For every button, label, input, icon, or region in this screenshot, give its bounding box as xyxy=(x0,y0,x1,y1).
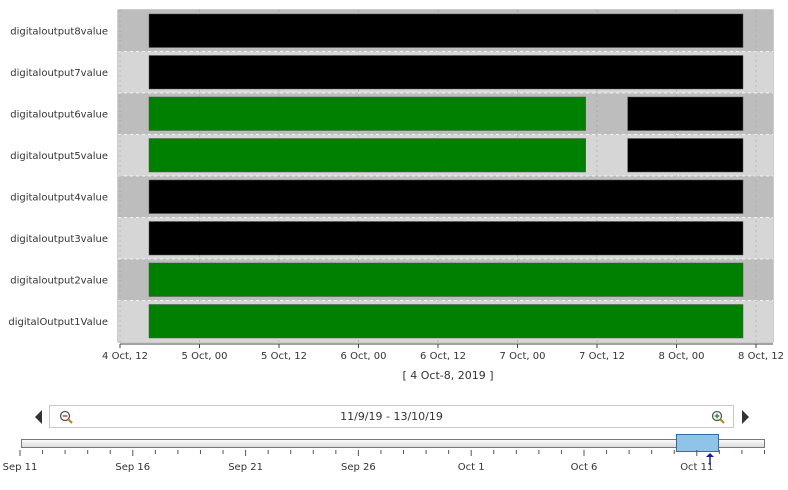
navigator-tick-label: Sep 16 xyxy=(115,462,150,473)
scroll-right-arrow-icon[interactable] xyxy=(742,410,749,424)
x-tick-label: 5 Oct, 12 xyxy=(261,351,307,362)
navigator-tick-label: Sep 21 xyxy=(228,462,263,473)
row-label: digitalOutput1Value xyxy=(8,317,108,328)
date-range-text: 11/9/19 - 13/10/19 xyxy=(340,410,443,423)
state-bar-off[interactable] xyxy=(148,221,744,256)
state-bar-on[interactable] xyxy=(148,304,744,339)
zoom-out-icon[interactable] xyxy=(59,410,73,424)
x-tick-label: 4 Oct, 12 xyxy=(102,351,148,362)
state-bar-off[interactable] xyxy=(627,96,744,131)
row-label: digitaloutput2value xyxy=(10,275,108,286)
row-label: digitaloutput6value xyxy=(10,109,108,120)
x-tick-label: 7 Oct, 00 xyxy=(500,351,546,362)
navigator-tick-label: Sep 26 xyxy=(341,462,376,473)
state-bar-on[interactable] xyxy=(148,96,586,131)
navigator-tick-label: Oct 11 xyxy=(680,462,713,473)
x-axis-title: [ 4 Oct-8, 2019 ] xyxy=(402,369,493,382)
range-selector: 11/9/19 - 13/10/19 xyxy=(49,405,734,428)
row-label: digitaloutput3value xyxy=(10,234,108,245)
x-tick-label: 7 Oct, 12 xyxy=(579,351,625,362)
x-tick-label: 8 Oct, 00 xyxy=(659,351,705,362)
navigator-scrollbar[interactable] xyxy=(21,439,765,448)
state-bar-on[interactable] xyxy=(148,138,586,173)
row-label: digitaloutput7value xyxy=(10,68,108,79)
timeline-chart-svg: digitaloutput8value digitaloutput7value di… xyxy=(8,9,784,382)
x-tick-label: 6 Oct, 12 xyxy=(420,351,466,362)
row-label: digitaloutput4value xyxy=(10,192,108,203)
x-tick-label: 6 Oct, 00 xyxy=(341,351,387,362)
row-label: digitaloutput5value xyxy=(10,151,108,162)
state-bar-off[interactable] xyxy=(148,13,744,48)
navigator-tick-label: Sep 11 xyxy=(3,462,38,473)
x-tick-label: 8 Oct, 12 xyxy=(738,351,784,362)
navigator-position-marker-icon xyxy=(706,453,714,465)
state-bar-off[interactable] xyxy=(148,179,744,214)
navigator-tick-label: Oct 6 xyxy=(571,462,598,473)
state-bar-off[interactable] xyxy=(148,55,744,90)
row-label: digitaloutput8value xyxy=(10,26,108,37)
scroll-left-arrow-icon[interactable] xyxy=(35,410,42,424)
navigator-axis: Sep 11 Sep 16 Sep 21 Sep 26 Oct 1 Oct 6 Oct 11 xyxy=(3,450,765,473)
navigator-window-handle[interactable] xyxy=(676,434,719,452)
x-tick-label: 5 Oct, 00 xyxy=(182,351,228,362)
state-bar-off[interactable] xyxy=(627,138,744,173)
navigator-tick-label: Oct 1 xyxy=(458,462,485,473)
state-bar-on[interactable] xyxy=(148,262,744,297)
timeline-chart: digitaloutput8value digitaloutput7value di… xyxy=(8,9,784,382)
zoom-in-icon[interactable] xyxy=(711,410,725,424)
